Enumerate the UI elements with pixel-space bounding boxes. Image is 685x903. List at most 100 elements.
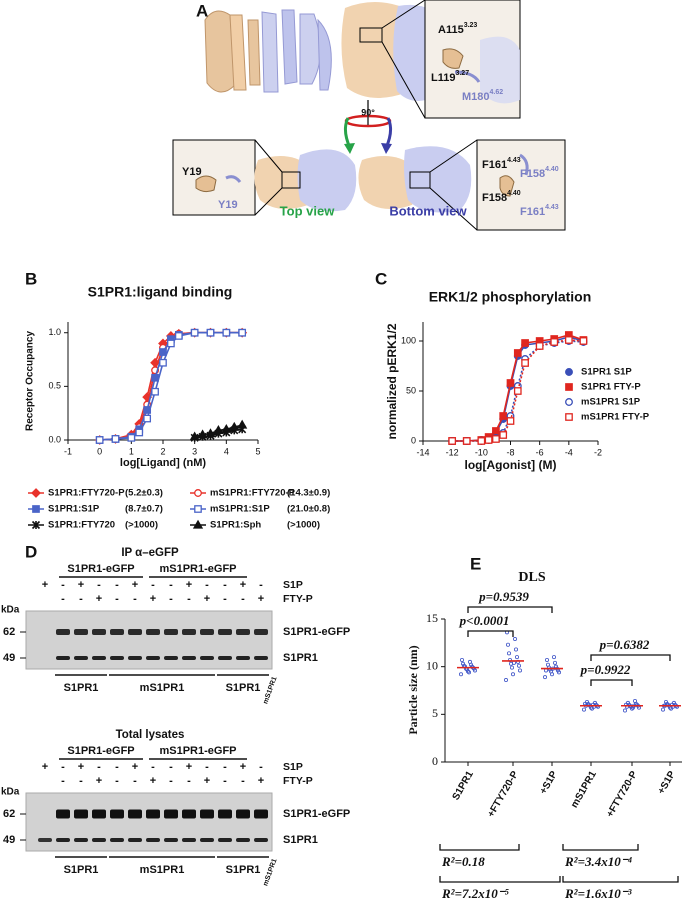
group-label: mS1PR1-eGFP <box>159 563 236 575</box>
treatment-sign: + <box>42 579 48 591</box>
treatment-sign: - <box>79 593 83 605</box>
x-tick-label: 0 <box>97 446 102 456</box>
r-squared: R²=1.6x10⁻³ <box>564 886 633 901</box>
band <box>200 838 214 842</box>
legend-label: mS1PR1:FTY720-P <box>210 488 296 499</box>
marker <box>197 429 208 439</box>
treatment-sign: + <box>132 761 138 773</box>
marker <box>492 427 500 435</box>
data-point <box>582 707 587 712</box>
x-tick-label: 1 <box>129 446 134 456</box>
marker <box>31 520 41 530</box>
band <box>164 809 178 819</box>
marker-size: 49 <box>3 652 15 664</box>
marker <box>448 437 457 445</box>
band <box>182 809 196 819</box>
rotation-label: 90° <box>361 107 375 117</box>
marker <box>521 359 529 367</box>
treatment-sign: - <box>169 761 173 773</box>
panel-label: B <box>25 269 37 288</box>
band <box>74 656 88 660</box>
y-tick-label: 0 <box>411 435 416 445</box>
treatment-sign: - <box>223 579 227 591</box>
band <box>56 809 70 819</box>
marker <box>521 339 529 347</box>
data-point <box>459 657 464 662</box>
marker <box>111 435 120 443</box>
residue-label: Y19 <box>218 199 238 211</box>
band <box>218 838 232 842</box>
treatment-label: S1P <box>283 579 303 591</box>
band <box>56 656 70 660</box>
marker <box>506 379 515 387</box>
marker <box>213 425 224 434</box>
comparison-bracket <box>467 606 553 613</box>
band <box>218 656 232 660</box>
band <box>164 629 178 635</box>
treatment-label: S1P <box>283 761 303 773</box>
marker <box>194 489 202 497</box>
residue-name: F161 <box>520 206 545 218</box>
marker <box>513 387 522 395</box>
x-tick-label: 3 <box>192 446 197 456</box>
treatment-sign: - <box>205 579 209 591</box>
marker-size: 62 <box>3 626 15 638</box>
marker <box>499 412 508 420</box>
data-point <box>669 706 674 711</box>
treatment-sign: - <box>97 579 101 591</box>
treatment-sign: - <box>259 579 263 591</box>
data-point <box>505 642 510 647</box>
marker <box>229 421 240 431</box>
blot-image <box>25 610 273 670</box>
marker <box>135 428 144 437</box>
lane-label: S1PR1 <box>226 864 261 876</box>
band <box>146 838 160 842</box>
x-tick-label: 2 <box>160 446 165 456</box>
marker <box>579 337 588 345</box>
marker <box>237 419 248 429</box>
treatment-sign: - <box>151 579 155 591</box>
treatment-sign: - <box>61 593 65 605</box>
marker-size: 62 <box>3 808 15 820</box>
x-tick-label: +FTY720-P <box>605 769 640 819</box>
marker <box>499 431 508 439</box>
y-tick-label: 0.5 <box>48 381 61 391</box>
legend-label: S1PR1:Sph <box>210 520 261 531</box>
treatment-sign: - <box>115 775 119 787</box>
treatment-sign: - <box>241 775 245 787</box>
residue-label: A1153.23 <box>438 22 477 36</box>
marker <box>159 348 167 356</box>
lane-label: mS1PR1 <box>140 864 185 876</box>
treatment-sign: - <box>61 761 65 773</box>
treatment-sign: + <box>96 593 102 605</box>
residue-name: F161 <box>482 159 507 171</box>
residue-label: L1193.27 <box>431 70 469 84</box>
residue-name: F158 <box>520 168 545 180</box>
group-label: mS1PR1-eGFP <box>159 745 236 757</box>
control-label: mS1PR1 <box>262 858 278 887</box>
p-value: p=0.9922 <box>580 662 631 677</box>
x-tick-label: -1 <box>64 446 72 456</box>
comparison-bracket <box>590 679 633 686</box>
treatment-sign: + <box>78 761 84 773</box>
marker <box>565 368 573 376</box>
residue-name: Y19 <box>218 199 238 211</box>
data-point <box>466 670 471 675</box>
data-point <box>661 707 666 712</box>
blot-panel: IP α–eGFP S1PR1-eGFP mS1PR1-eGFP S1P + - + - - + -… <box>1 547 350 705</box>
band <box>254 629 268 635</box>
marker <box>535 342 544 350</box>
treatment-sign: - <box>259 761 263 773</box>
panel-label: E <box>470 554 481 573</box>
band <box>236 656 250 660</box>
correlation-bracket <box>562 876 679 883</box>
control-label: mS1PR1 <box>262 676 278 705</box>
marker <box>190 328 199 337</box>
y-tick-label: 0.0 <box>48 434 61 444</box>
band <box>92 809 106 819</box>
band <box>128 656 142 660</box>
y-tick-label: 50 <box>406 385 416 395</box>
data-point <box>517 663 522 668</box>
treatment-sign: - <box>169 579 173 591</box>
treatment-sign: + <box>240 761 246 773</box>
